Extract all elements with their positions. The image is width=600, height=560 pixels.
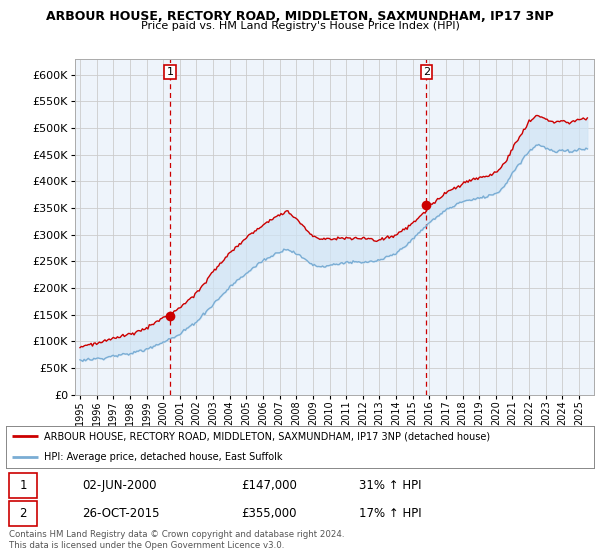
Text: ARBOUR HOUSE, RECTORY ROAD, MIDDLETON, SAXMUNDHAM, IP17 3NP (detached house): ARBOUR HOUSE, RECTORY ROAD, MIDDLETON, S… (44, 431, 490, 441)
Text: Contains HM Land Registry data © Crown copyright and database right 2024.
This d: Contains HM Land Registry data © Crown c… (9, 530, 344, 550)
Text: 2: 2 (19, 507, 27, 520)
Text: £147,000: £147,000 (241, 479, 297, 492)
Text: 02-JUN-2000: 02-JUN-2000 (82, 479, 157, 492)
Text: Price paid vs. HM Land Registry's House Price Index (HPI): Price paid vs. HM Land Registry's House … (140, 21, 460, 31)
Text: ARBOUR HOUSE, RECTORY ROAD, MIDDLETON, SAXMUNDHAM, IP17 3NP: ARBOUR HOUSE, RECTORY ROAD, MIDDLETON, S… (46, 10, 554, 23)
Text: 31% ↑ HPI: 31% ↑ HPI (359, 479, 421, 492)
Text: 17% ↑ HPI: 17% ↑ HPI (359, 507, 421, 520)
Text: 1: 1 (167, 67, 173, 77)
Text: 1: 1 (19, 479, 27, 492)
FancyBboxPatch shape (9, 473, 37, 498)
Text: 2: 2 (423, 67, 430, 77)
FancyBboxPatch shape (9, 501, 37, 526)
Text: HPI: Average price, detached house, East Suffolk: HPI: Average price, detached house, East… (44, 452, 283, 462)
Text: £355,000: £355,000 (241, 507, 297, 520)
Text: 26-OCT-2015: 26-OCT-2015 (82, 507, 160, 520)
